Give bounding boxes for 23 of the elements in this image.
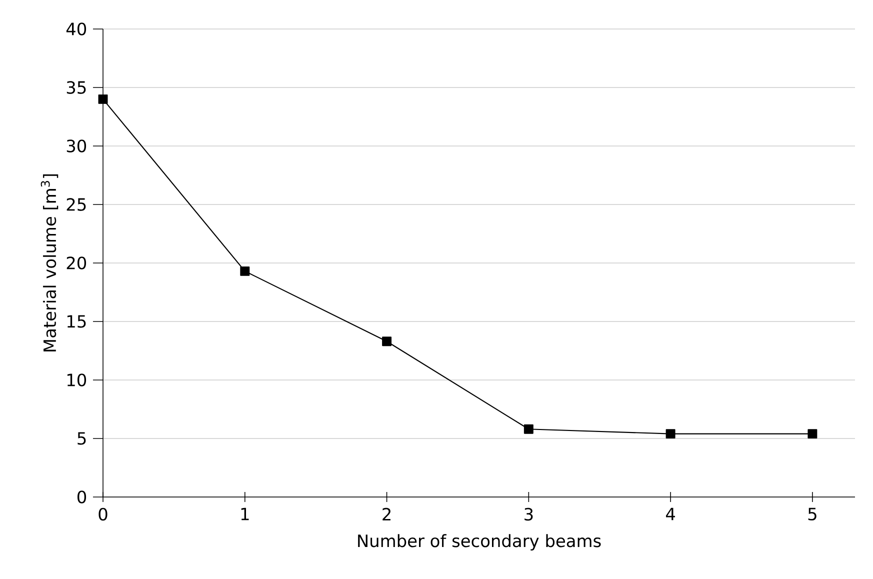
y-tick-label: 5	[78, 432, 86, 445]
point	[808, 429, 818, 439]
y-tick-label: 25	[66, 198, 86, 211]
point	[524, 424, 534, 434]
y-axis-title: Material volume [m$^{3}$]	[40, 174, 58, 352]
y-tick-label: 35	[66, 81, 86, 94]
x-axis-title: Number of secondary beams	[358, 534, 601, 551]
x-tick-label: 0	[98, 508, 108, 521]
point	[666, 429, 676, 439]
x-tick-label: 5	[808, 508, 816, 520]
point	[382, 336, 392, 346]
point	[240, 266, 250, 276]
y-tick-label: 0	[77, 490, 86, 504]
y-tick-label: 30	[66, 140, 86, 152]
y-tick-label: 20	[66, 256, 86, 270]
y-tick-label: 40	[66, 22, 86, 36]
x-tick-label: 2	[382, 508, 390, 520]
x-tick-label: 1	[241, 508, 249, 520]
y-tick-label: 10	[67, 374, 86, 386]
point	[98, 94, 108, 104]
x-tick-label: 4	[666, 508, 675, 520]
x-tick-label: 3	[524, 508, 533, 521]
y-tick-label: 15	[67, 315, 86, 328]
